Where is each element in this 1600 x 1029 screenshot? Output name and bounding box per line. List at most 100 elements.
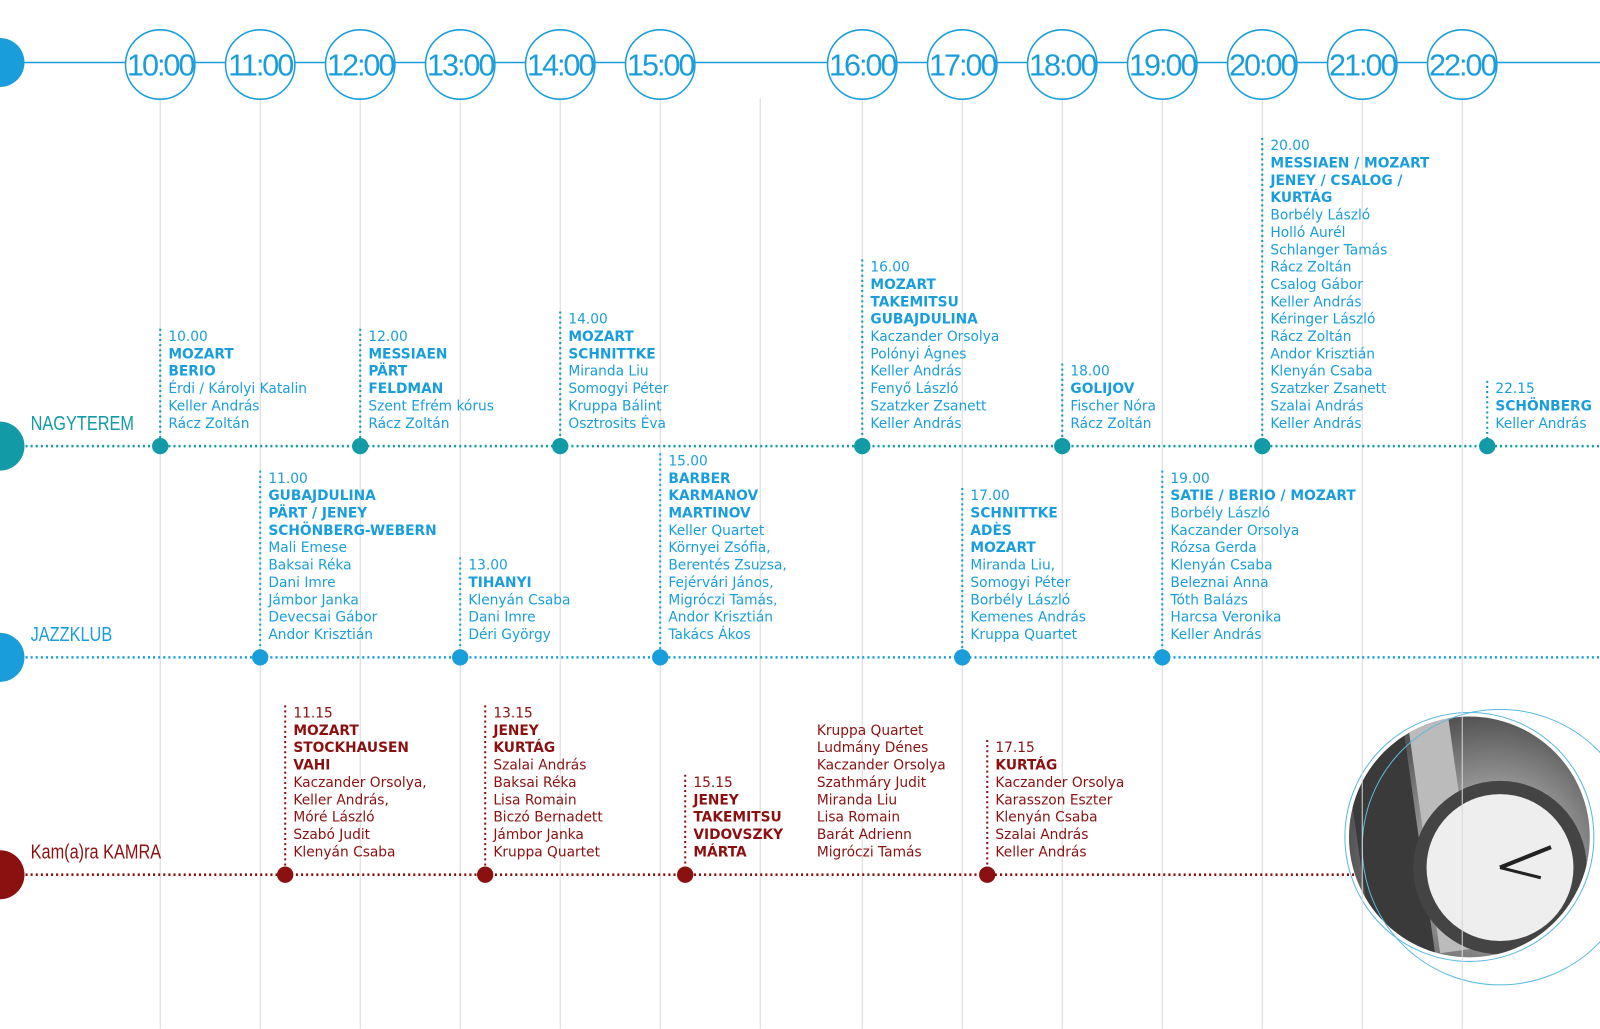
event-time: 17.00	[970, 488, 1009, 504]
event-time: 10.00	[168, 329, 207, 345]
event-performer: Fischer Nóra	[1070, 398, 1156, 414]
event-dot	[1154, 649, 1171, 666]
event-performer: Takács Ákos	[667, 625, 750, 643]
event-time: 22.15	[1495, 381, 1534, 397]
event-title: JENEY / CSALOG /	[1269, 173, 1403, 189]
event-time: 17.15	[995, 740, 1034, 756]
event-performer: Klenyán Csaba	[293, 844, 395, 860]
event-title: GOLIJOV	[1070, 381, 1134, 397]
event-title: FELDMAN	[368, 381, 443, 397]
event-performer: Lisa Romain	[817, 810, 900, 826]
event-dot	[979, 866, 996, 883]
hour-circle	[1426, 29, 1498, 100]
event-performer: Jámbor Janka	[267, 592, 359, 608]
event-title: TAKEMITSU	[870, 294, 958, 310]
hour-circle	[124, 29, 196, 100]
hour-circle	[1226, 29, 1298, 100]
event-performer: Klenyán Csaba	[995, 810, 1097, 826]
event-performer: Keller András	[168, 398, 259, 414]
hour-circle	[524, 29, 596, 100]
event-time: 16.00	[870, 260, 909, 276]
event-performer: Dani Imre	[268, 575, 335, 591]
event-title: KURTÁG	[1270, 188, 1332, 206]
event-performer: Szent Efrém kórus	[368, 398, 494, 414]
event-performer: Mali Emese	[268, 540, 347, 556]
event-performer: Kaczander Orsolya	[1170, 523, 1299, 539]
event-dot	[152, 437, 169, 455]
event-performer: Keller András	[870, 364, 961, 380]
event-performer: Kéringer László	[1270, 312, 1375, 328]
clock-image	[1344, 708, 1600, 986]
event-performer: Szalai András	[995, 827, 1088, 843]
hour-circle	[424, 29, 496, 100]
event-dot	[352, 437, 369, 455]
event-title: ADÈS	[970, 521, 1011, 539]
event-performer: Keller András	[870, 416, 961, 432]
event-time: 11.00	[268, 471, 307, 487]
event-performer: Környei Zsófia,	[668, 540, 770, 556]
event-performer: Fejérvári János,	[668, 575, 773, 591]
event-performer: Osztrosits Éva	[568, 414, 666, 432]
event-performer: Móré László	[293, 810, 374, 826]
event-time: 15.15	[693, 775, 732, 791]
event-performer: Somogyi Péter	[970, 575, 1070, 591]
event-performer: Karasszon Eszter	[995, 792, 1112, 808]
event-dot	[1479, 437, 1496, 455]
event-dot	[1254, 437, 1271, 455]
event-performer: Polónyi Ágnes	[870, 344, 966, 362]
event-title: JENEY	[692, 792, 739, 808]
timeline: 10:00 11:00 12:00 13:00 14:00 15:00 16:00 17:00…	[0, 29, 1600, 1029]
event-title: MOZART	[568, 329, 634, 345]
hour-circle	[926, 29, 998, 100]
event-title: TIHANYI	[468, 575, 531, 591]
event-title: SCHNITTKE	[970, 506, 1057, 522]
event-title: GUBAJDULINA	[870, 312, 978, 328]
hour-label: 14:00	[527, 49, 594, 83]
event-performer: Biczó Bernadett	[493, 810, 603, 826]
event-title: PÄRT	[368, 363, 407, 380]
event-time: 18.00	[1070, 364, 1109, 380]
event-title: VAHI	[293, 758, 330, 774]
hour-label: 13:00	[427, 49, 494, 83]
event-performer: Andor Krisztián	[268, 627, 373, 643]
event-performer: Keller András	[1170, 627, 1261, 643]
event-performer: Devecsai Gábor	[268, 610, 377, 626]
event-performer: Kruppa Quartet	[970, 627, 1077, 643]
hour-circle	[624, 29, 696, 100]
event-performer: Szalai András	[493, 758, 586, 774]
event-dot	[1054, 437, 1071, 455]
event-performer: Rózsa Gerda	[1170, 540, 1256, 556]
event-performer: Szatzker Zsanett	[870, 398, 987, 414]
event-dot	[652, 649, 669, 666]
event-performer: Rácz Zoltán	[1070, 416, 1151, 432]
event-performer: Érdi / Károlyi Katalin	[168, 379, 307, 397]
event-performer: Dani Imre	[468, 610, 535, 626]
event-performer: Andor Krisztián	[668, 610, 773, 626]
event-time: 20.00	[1270, 138, 1309, 154]
event-title: VIDOVSZKY	[693, 827, 784, 843]
event-performer: Keller Quartet	[668, 523, 764, 539]
event-dot	[677, 866, 694, 883]
hour-circle	[1126, 29, 1198, 100]
event-title: SCHNITTKE	[568, 346, 655, 362]
event-performer: Borbély László	[1270, 208, 1370, 224]
event-time: 12.00	[368, 329, 407, 345]
event-title: MARTINOV	[668, 506, 751, 522]
hour-circle	[826, 29, 898, 100]
hour-circle	[224, 29, 296, 100]
event-time: 15.00	[668, 454, 707, 470]
event-performer: Kruppa Quartet	[817, 723, 924, 739]
event-performer: Klenyán Csaba	[1270, 364, 1372, 380]
event-dot	[552, 437, 569, 455]
event-title: SCHÖNBERG	[1495, 396, 1592, 414]
hour-label: 18:00	[1029, 49, 1096, 83]
room-name: NAGYTEREM	[31, 411, 134, 434]
room-name: JAZZKLUB	[31, 622, 113, 645]
hour-label: 17:00	[929, 49, 996, 83]
room-dot	[0, 850, 25, 900]
event-performer: Barát Adrienn	[817, 827, 912, 843]
event-dot	[477, 866, 494, 883]
event-performer: Lisa Romain	[493, 792, 576, 808]
event-performer: Keller András	[1270, 416, 1361, 432]
